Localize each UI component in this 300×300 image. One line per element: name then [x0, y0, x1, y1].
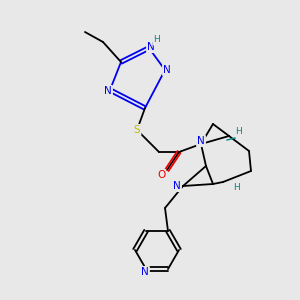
Text: H: H: [154, 35, 160, 44]
Text: N: N: [141, 267, 149, 277]
Text: N: N: [104, 86, 112, 96]
Text: N: N: [197, 136, 205, 146]
Text: H: H: [236, 128, 242, 136]
Text: N: N: [147, 42, 155, 52]
Text: H: H: [234, 184, 240, 193]
Text: S: S: [134, 125, 140, 135]
Text: N: N: [173, 181, 181, 191]
Text: N: N: [163, 65, 171, 75]
Text: O: O: [157, 170, 165, 180]
